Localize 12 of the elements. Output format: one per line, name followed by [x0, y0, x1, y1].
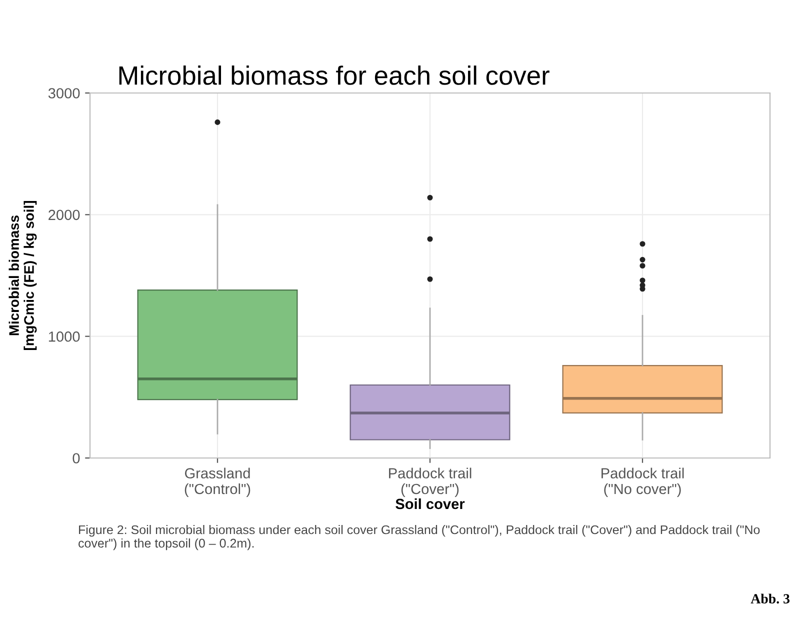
y-tick-label: 1000 [48, 331, 80, 342]
x-tick-label: Paddock trail ("Cover") [389, 468, 472, 498]
caption: Abb. 3 [750, 594, 790, 604]
y-tick-label: 2000 [48, 210, 80, 220]
x-axis-title: Soil cover [396, 498, 465, 510]
y-axis-title: Microbial biomass [mgCmic (FE) / kg soil] [8, 201, 37, 350]
chart-title: Microbial biomass for each soil cover [119, 66, 550, 85]
x-tick-label: Paddock trail ("No cover") [602, 468, 684, 498]
y-tick-label: 3000 [48, 88, 80, 98]
y-tick-label: 0 [72, 453, 80, 464]
caption: Figure 2: Soil microbial biomass under each soil cover Grassland ("Control"), Paddock trail ("Cover") and Paddock trail ("No cover") in the topsoil (0 – 0.2m). [78, 525, 760, 550]
x-tick-label: Grassland ("Control") [184, 468, 250, 498]
